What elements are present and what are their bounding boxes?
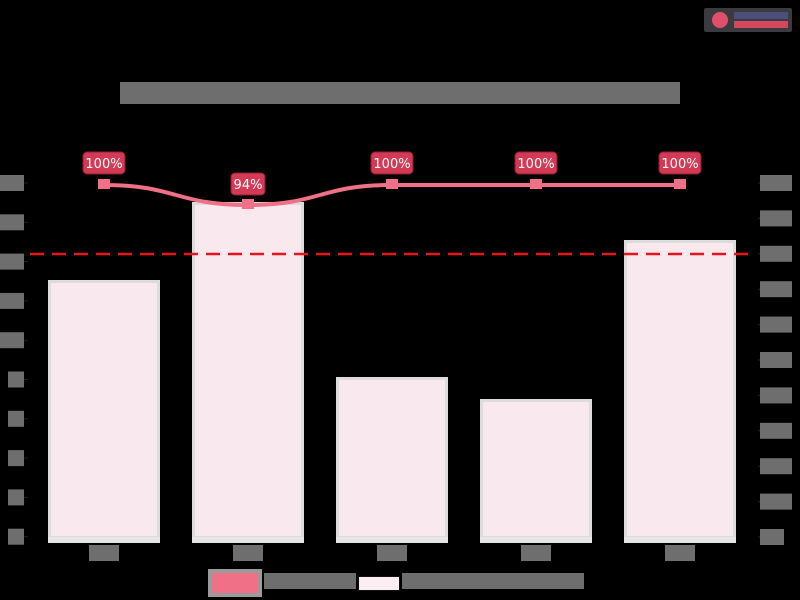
legend-label-line bbox=[264, 573, 356, 589]
right-axis-label bbox=[760, 316, 792, 333]
left-axis-label bbox=[8, 450, 24, 467]
line-marker[interactable] bbox=[242, 199, 254, 209]
bar[interactable] bbox=[627, 243, 733, 536]
x-axis-label bbox=[665, 545, 695, 561]
right-axis-label bbox=[760, 493, 792, 510]
left-axis-label bbox=[8, 528, 24, 545]
data-label-badge bbox=[82, 151, 126, 175]
legend-label-bar bbox=[402, 573, 584, 589]
data-label: 100% bbox=[85, 157, 122, 172]
x-axis-label bbox=[377, 545, 407, 561]
bar[interactable] bbox=[483, 402, 589, 536]
data-label: 94% bbox=[234, 178, 263, 193]
x-axis-label bbox=[233, 545, 263, 561]
left-axis-label bbox=[0, 175, 24, 191]
line-marker[interactable] bbox=[386, 179, 398, 189]
right-axis-label bbox=[760, 210, 792, 227]
brand-logo bbox=[704, 8, 792, 32]
data-label-badge bbox=[370, 151, 414, 175]
left-axis-label bbox=[8, 489, 24, 506]
data-label: 100% bbox=[373, 157, 410, 172]
line-marker[interactable] bbox=[674, 179, 686, 189]
data-label: 100% bbox=[661, 157, 698, 172]
right-axis-label bbox=[760, 175, 792, 191]
right-axis-label bbox=[760, 422, 792, 439]
legend-swatch-bar bbox=[358, 576, 400, 591]
left-axis-label bbox=[0, 332, 24, 349]
bar[interactable] bbox=[195, 205, 301, 536]
right-axis-label bbox=[760, 245, 792, 262]
legend-swatch-line bbox=[212, 573, 258, 593]
bar[interactable] bbox=[51, 283, 157, 536]
right-axis-label bbox=[760, 352, 792, 368]
chart-title bbox=[120, 82, 680, 104]
right-axis-label bbox=[760, 281, 792, 298]
line-marker[interactable] bbox=[98, 179, 110, 189]
left-axis-label bbox=[0, 214, 24, 231]
data-label-badge bbox=[514, 151, 558, 175]
right-axis-label bbox=[760, 529, 784, 545]
right-axis-label bbox=[760, 387, 792, 404]
x-axis-label bbox=[89, 545, 119, 561]
data-label-badge bbox=[230, 172, 266, 196]
logo-mark-icon bbox=[712, 12, 728, 28]
data-label: 100% bbox=[517, 157, 554, 172]
left-axis-label bbox=[0, 253, 24, 270]
left-axis-label bbox=[8, 410, 24, 427]
left-axis-label bbox=[8, 371, 24, 388]
data-label-badge bbox=[658, 151, 702, 175]
bar[interactable] bbox=[339, 380, 445, 536]
x-axis-label bbox=[521, 545, 551, 561]
line-marker[interactable] bbox=[530, 179, 542, 189]
right-axis-label bbox=[760, 458, 792, 475]
left-axis-label bbox=[0, 292, 24, 309]
